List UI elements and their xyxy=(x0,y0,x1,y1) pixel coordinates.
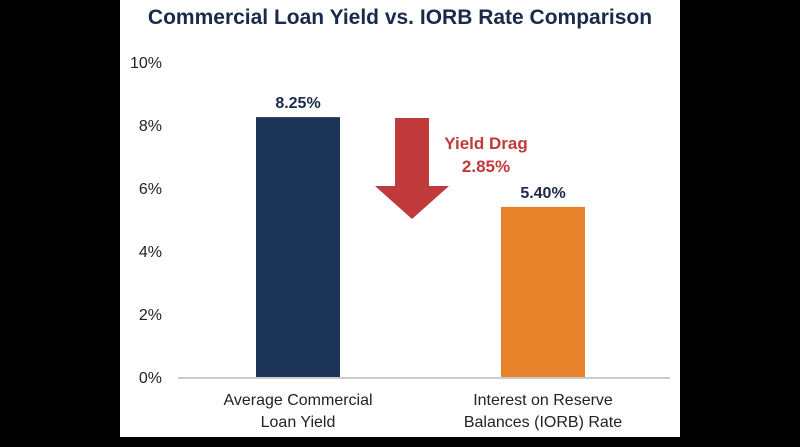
yield-drag-value: 2.85% xyxy=(462,157,510,176)
y-tick-label: 0% xyxy=(139,370,162,387)
bar-value-label: 8.25% xyxy=(275,95,320,112)
bar-2 xyxy=(501,206,585,377)
x-tick-label: Balances (IORB) Rate xyxy=(464,414,622,431)
y-tick-label: 8% xyxy=(139,118,162,135)
chart-panel: Commercial Loan Yield vs. IORB Rate Comp… xyxy=(120,0,680,437)
y-tick-label: 4% xyxy=(139,244,162,261)
bar-chart: 0% 2% 4% 6% 8% 10% 8.25% Average Commercial Loan… xyxy=(130,55,670,431)
chart-title: Commercial Loan Yield vs. IORB Rate Comp… xyxy=(147,6,653,29)
bar-value-label: 5.40% xyxy=(520,185,565,202)
y-tick-label: 10% xyxy=(130,55,162,72)
x-tick-label: Average Commercial xyxy=(223,392,372,409)
down-arrow-icon xyxy=(375,118,449,219)
x-tick-label: Interest on Reserve xyxy=(473,392,613,409)
bar-1 xyxy=(256,117,340,377)
yield-drag-label: Yield Drag xyxy=(444,134,527,153)
y-tick-label: 6% xyxy=(139,181,162,198)
y-tick-label: 2% xyxy=(139,307,162,324)
x-tick-label: Loan Yield xyxy=(261,414,336,431)
